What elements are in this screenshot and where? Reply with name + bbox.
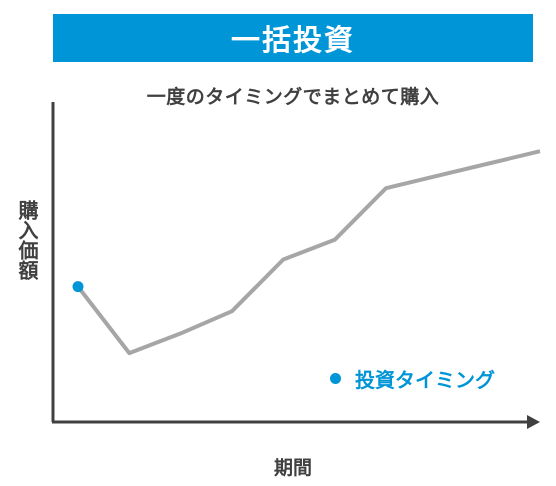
legend-label: 投資タイミング: [355, 368, 495, 392]
legend-marker-icon: [330, 373, 341, 384]
title-banner: 一括投資: [53, 14, 533, 62]
x-axis-arrow-icon: [527, 415, 540, 429]
investment-point-marker: [72, 281, 84, 293]
chart-legend: 投資タイミング: [330, 364, 495, 393]
y-axis-label: 購入価額: [15, 200, 39, 280]
page-title: 一括投資: [230, 23, 355, 57]
chart-subtitle: 一度のタイミングでまとめて購入: [146, 86, 440, 108]
x-axis-label: 期間: [273, 457, 312, 479]
price-line: [76, 149, 541, 356]
